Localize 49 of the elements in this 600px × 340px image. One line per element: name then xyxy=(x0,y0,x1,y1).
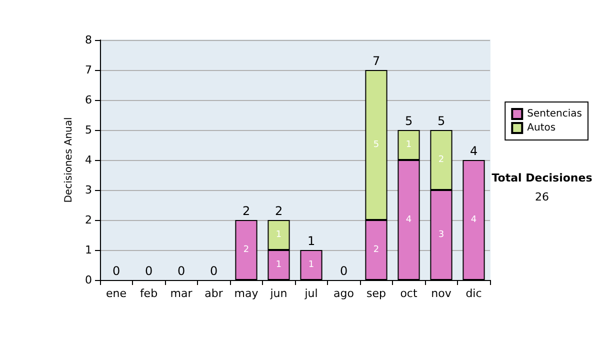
y-tick-label: 4 xyxy=(85,154,92,166)
total-label: 1 xyxy=(307,234,316,248)
y-tick-label: 7 xyxy=(85,64,92,76)
x-tick-label: jun xyxy=(269,287,288,300)
y-tick-label: 8 xyxy=(85,34,92,46)
total-label: 7 xyxy=(372,54,380,68)
y-tick-label: 5 xyxy=(85,124,92,136)
x-tick-label: feb xyxy=(140,287,158,300)
data-label: 1 xyxy=(276,260,282,270)
total-label: 0 xyxy=(112,264,120,278)
y-tick-label: 0 xyxy=(85,274,92,286)
data-label: 2 xyxy=(373,245,380,255)
x-tick-label: sep xyxy=(366,287,386,300)
x-tick-label: ene xyxy=(106,287,127,300)
data-label: 1 xyxy=(276,230,282,240)
x-tick-label: abr xyxy=(204,287,224,300)
x-tick-label: oct xyxy=(400,287,418,300)
total-label: 2 xyxy=(242,204,250,218)
legend-label: Sentencias xyxy=(527,108,582,120)
total-label: 0 xyxy=(177,264,186,278)
total-label: 0 xyxy=(144,264,153,278)
total-label: 5 xyxy=(404,114,413,128)
data-label: 4 xyxy=(470,215,477,225)
data-label: 5 xyxy=(373,140,380,150)
y-axis-title: Decisiones Anual xyxy=(64,117,75,203)
x-tick-label: jul xyxy=(304,287,318,300)
total-label: 4 xyxy=(470,144,478,158)
x-tick-label: mar xyxy=(170,287,193,300)
data-label: 1 xyxy=(406,140,412,150)
y-tick-label: 6 xyxy=(85,94,92,106)
data-label: 4 xyxy=(406,215,412,225)
y-tick-label: 1 xyxy=(85,244,92,256)
text: 26 xyxy=(535,190,549,204)
data-label: 3 xyxy=(438,230,444,240)
y-tick-label: 3 xyxy=(85,184,92,196)
data-label: 1 xyxy=(308,260,314,270)
text: Total Decisiones xyxy=(492,172,593,184)
x-tick-label: may xyxy=(234,287,259,300)
y-tick-label: 2 xyxy=(85,214,92,226)
legend-label: Autos xyxy=(527,122,556,134)
total-label: 0 xyxy=(340,264,348,278)
x-tick-label: ago xyxy=(334,287,354,300)
total-label: 0 xyxy=(210,264,218,278)
x-tick-label: nov xyxy=(431,287,452,300)
total-label: 2 xyxy=(274,204,283,218)
data-label: 2 xyxy=(438,155,444,165)
data-label: 2 xyxy=(243,245,250,255)
total-label: 5 xyxy=(437,114,446,128)
x-tick-label: dic xyxy=(466,287,482,300)
